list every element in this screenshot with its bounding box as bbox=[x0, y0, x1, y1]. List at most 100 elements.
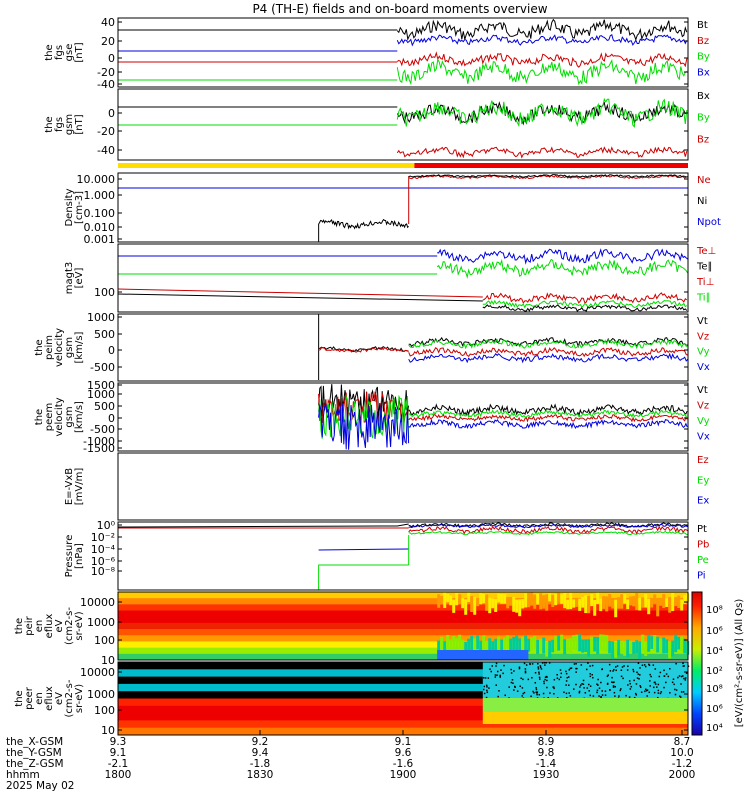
spectrogram-cell bbox=[671, 640, 675, 657]
spectrogram-cell bbox=[458, 594, 462, 605]
series-ti-perp bbox=[117, 288, 483, 298]
series-vy bbox=[408, 409, 688, 418]
spectrogram-cell bbox=[629, 682, 631, 685]
spectrogram-cell bbox=[581, 596, 585, 608]
spectrogram-cell bbox=[645, 689, 648, 692]
spectrogram-band bbox=[118, 713, 688, 721]
y-axis-label: [nPa] bbox=[74, 543, 85, 569]
spectrogram-cell bbox=[657, 689, 660, 692]
spectrogram-cell bbox=[635, 683, 638, 685]
panel-temp: 100 magt3 [eV] Te⊥ Te∥ Ti⊥ Ti∥ bbox=[64, 243, 716, 313]
y-tick-label: -20 bbox=[97, 66, 115, 79]
spectrogram-cell bbox=[656, 636, 660, 653]
spectrogram-cell bbox=[486, 689, 488, 692]
spectrogram-cell bbox=[659, 692, 662, 695]
series-bt bbox=[396, 18, 688, 42]
spectrogram-cell bbox=[649, 685, 651, 687]
spectrogram-cell bbox=[533, 594, 537, 609]
legend-entry: Ey bbox=[697, 475, 709, 486]
spectrogram-cell bbox=[503, 637, 507, 651]
spectrogram-cell bbox=[512, 596, 516, 612]
spectrogram-band bbox=[118, 598, 688, 605]
spectrogram-cell bbox=[553, 693, 555, 695]
spectrogram-cell bbox=[673, 683, 675, 686]
spectrogram-cell bbox=[542, 595, 546, 609]
spectrogram-cell bbox=[486, 686, 488, 688]
spectrogram-cell bbox=[524, 635, 528, 651]
x-tick-label: 9.4 bbox=[252, 747, 269, 759]
spectrogram-cell bbox=[674, 693, 677, 696]
spectrogram-cell bbox=[654, 683, 657, 685]
spectrogram-cell bbox=[617, 639, 621, 656]
spectrogram-cell bbox=[515, 599, 519, 613]
spectrogram-cell bbox=[580, 684, 582, 686]
spectrogram-cell bbox=[649, 680, 651, 682]
spectrogram-cell bbox=[495, 684, 497, 686]
spectrogram-cell bbox=[635, 694, 638, 696]
spectrogram-cell bbox=[508, 697, 510, 699]
legend-entry: Vt bbox=[697, 385, 708, 396]
x-tick-label: 9.1 bbox=[395, 736, 412, 748]
spectrogram-cell bbox=[665, 673, 668, 675]
y-tick-label: 1500 bbox=[87, 379, 115, 392]
spectrogram-cell bbox=[443, 592, 447, 609]
spectrogram-cell bbox=[671, 681, 674, 684]
y-tick-label: 10.000 bbox=[77, 173, 116, 186]
spectrogram-cell bbox=[494, 638, 498, 657]
spectrogram-cell bbox=[677, 636, 681, 650]
spectrogram-cell bbox=[612, 686, 615, 688]
legend-entry: Bx bbox=[697, 91, 710, 102]
spectrogram-cell bbox=[568, 669, 571, 671]
spectrogram-cell bbox=[680, 683, 682, 685]
y-axis-label: magt3 bbox=[64, 262, 75, 295]
spectrogram-cell bbox=[635, 593, 639, 611]
spectrogram-band bbox=[118, 616, 688, 624]
y-axis-label: velocity bbox=[54, 397, 65, 436]
spectrogram-cell bbox=[674, 688, 676, 691]
y-axis-label: gsm bbox=[64, 114, 75, 135]
spectrogram-cell bbox=[680, 599, 684, 611]
y-axis-label: Density bbox=[64, 188, 75, 226]
spectrogram-cell bbox=[592, 695, 595, 697]
spectrogram-cell bbox=[589, 672, 592, 675]
legend-entry: Bx bbox=[697, 67, 710, 78]
spectrogram-cell bbox=[548, 662, 551, 664]
spectrogram-cell bbox=[575, 662, 577, 665]
spectrogram-cell bbox=[635, 640, 639, 654]
spectrogram-cell bbox=[591, 673, 594, 676]
spectrogram-cell bbox=[534, 682, 537, 684]
series-by bbox=[396, 57, 688, 86]
spectrogram-cell bbox=[539, 665, 542, 667]
spectrogram-cell bbox=[626, 669, 629, 671]
y-tick-label: 10000 bbox=[80, 596, 115, 609]
spectrogram-cell bbox=[556, 677, 559, 679]
spectrogram-cell bbox=[611, 599, 615, 609]
y-tick-label: 100 bbox=[94, 286, 115, 299]
spectrogram-cell bbox=[646, 695, 648, 697]
spectrogram-cell bbox=[609, 689, 611, 691]
spectrogram-cell bbox=[497, 636, 501, 651]
legend-entry: Pi bbox=[697, 571, 706, 582]
y-tick-label: 0.100 bbox=[84, 207, 116, 220]
spectrogram-cell bbox=[660, 691, 663, 693]
spectrogram-cell bbox=[529, 662, 531, 665]
spectrogram-band bbox=[118, 705, 688, 714]
spectrogram-cell bbox=[590, 636, 594, 655]
y-tick-label: 0 bbox=[108, 52, 115, 65]
spectrogram-cell bbox=[482, 688, 485, 691]
spectrogram-cell bbox=[575, 597, 579, 607]
spectrogram-cell bbox=[626, 639, 630, 658]
spectrogram-cell bbox=[461, 598, 465, 609]
spectrogram-cell bbox=[452, 599, 456, 613]
y-axis-label: velocity bbox=[54, 328, 65, 367]
spectrogram-cell bbox=[621, 666, 624, 668]
spectrogram-cell bbox=[566, 638, 570, 652]
y-tick-label: 1000 bbox=[87, 388, 115, 401]
spectrogram-cell bbox=[546, 679, 548, 682]
spectrogram-cell bbox=[614, 599, 618, 618]
spectrogram-cell bbox=[589, 685, 592, 687]
spectrogram-cell bbox=[650, 636, 654, 649]
spectrogram-cell bbox=[487, 677, 490, 679]
